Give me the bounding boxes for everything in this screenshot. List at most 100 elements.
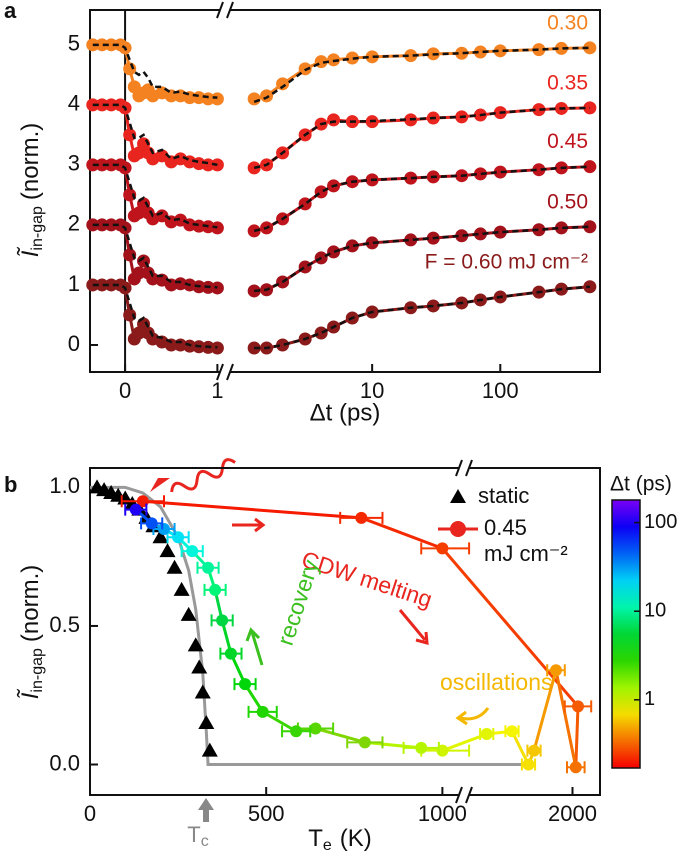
data-point	[572, 700, 584, 713]
fit-line	[254, 225, 590, 293]
series-line	[253, 46, 590, 101]
data-point	[104, 98, 118, 112]
data-point	[290, 725, 303, 738]
x-tick-label: 1000	[418, 801, 467, 826]
colorbar-tick-label: 10	[644, 599, 666, 621]
x-tick-label: 500	[248, 801, 285, 826]
y-label-unit: (norm.)	[17, 123, 44, 200]
data-point	[95, 278, 109, 292]
annotation: CDW melting	[299, 546, 436, 613]
x-label-subscript: e	[323, 837, 332, 854]
data-point	[327, 245, 341, 259]
data-point	[201, 742, 218, 757]
data-point	[583, 220, 597, 234]
annotation: oscillations	[440, 669, 553, 695]
series-label: 0.35	[547, 71, 588, 94]
axis-break	[216, 1, 234, 19]
data-point	[104, 278, 118, 292]
y-tick-label: 5	[68, 31, 80, 56]
colorbar-label: Δt (ps)	[610, 473, 672, 496]
x-axis-label: Δt (ps)	[310, 399, 381, 426]
data-point	[216, 614, 229, 627]
data-point	[365, 50, 379, 64]
data-point	[455, 46, 469, 60]
series-label: 0.30	[547, 11, 588, 34]
y-tick-label: 0.0	[49, 750, 80, 775]
x-tick-label: 2000	[548, 801, 597, 826]
panel-label: a	[4, 0, 17, 23]
axis-break-gap	[459, 792, 469, 798]
data-point	[260, 89, 274, 103]
data-point	[327, 113, 341, 127]
series-segment	[315, 727, 366, 744]
data-point	[314, 326, 328, 340]
data-point	[123, 62, 137, 76]
data-point	[145, 517, 158, 530]
data-point	[532, 223, 546, 237]
data-point	[180, 606, 197, 621]
data-point	[132, 266, 146, 280]
arrow	[398, 609, 429, 646]
y-tick-label: 3	[68, 151, 80, 176]
arrow	[232, 517, 266, 533]
pump-pulse	[170, 458, 236, 493]
tc-subscript: c	[201, 833, 209, 850]
series-label: F = 0.60 mJ cm⁻²	[425, 250, 588, 273]
data-point	[522, 758, 535, 771]
y-tick-label: 4	[68, 91, 80, 116]
data-point	[173, 581, 190, 596]
series-label: 0.45	[547, 130, 588, 153]
data-point	[532, 43, 546, 57]
arrow	[245, 627, 264, 666]
annotation: recovery	[272, 556, 324, 648]
data-point	[158, 522, 170, 535]
plot-frame	[89, 9, 601, 373]
data-point	[355, 511, 368, 524]
data-point	[155, 149, 169, 163]
data-point	[473, 167, 487, 181]
data-point	[473, 227, 487, 241]
y-tick-label: 1.0	[49, 473, 80, 498]
data-point	[493, 44, 507, 58]
plot-frame	[89, 467, 601, 796]
data-point	[455, 229, 469, 243]
data-point	[192, 219, 206, 233]
data-point	[95, 38, 109, 52]
data-point	[123, 308, 137, 322]
fit-line	[92, 163, 218, 229]
tc-symbol: T	[187, 822, 200, 847]
axis-break-gap	[459, 465, 469, 471]
data-point	[198, 714, 215, 729]
legend-label: mJ cm⁻²	[484, 541, 568, 566]
y-label-symbol: Ĩ	[17, 688, 44, 699]
series-label: 0.50	[547, 190, 588, 213]
data-point	[202, 561, 215, 574]
series-segment	[554, 669, 578, 768]
y-label-subscript: in-gap	[29, 648, 46, 693]
legend-label: 0.45	[484, 515, 527, 540]
data-point	[583, 160, 597, 174]
pump-arrow	[150, 478, 170, 492]
arrow	[455, 707, 490, 726]
y-label-subscript: in-gap	[29, 206, 46, 251]
fit-line	[253, 106, 590, 170]
axis-break-gap	[220, 369, 230, 375]
y-tick-label: 0	[68, 331, 80, 356]
data-point	[532, 103, 546, 117]
data-point	[404, 49, 418, 63]
data-point	[129, 503, 142, 516]
data-point	[210, 341, 224, 355]
data-point	[152, 529, 169, 544]
data-point	[276, 338, 290, 352]
series-segment	[510, 730, 530, 766]
colorbar-tick-label: 1	[644, 688, 655, 710]
x-tick-label: 0	[84, 801, 96, 826]
data-point	[123, 248, 137, 262]
data-point	[532, 163, 546, 177]
data-point	[276, 77, 290, 91]
data-point	[239, 678, 252, 691]
series-segment	[441, 547, 580, 708]
data-point	[224, 647, 237, 660]
data-point	[104, 218, 118, 232]
